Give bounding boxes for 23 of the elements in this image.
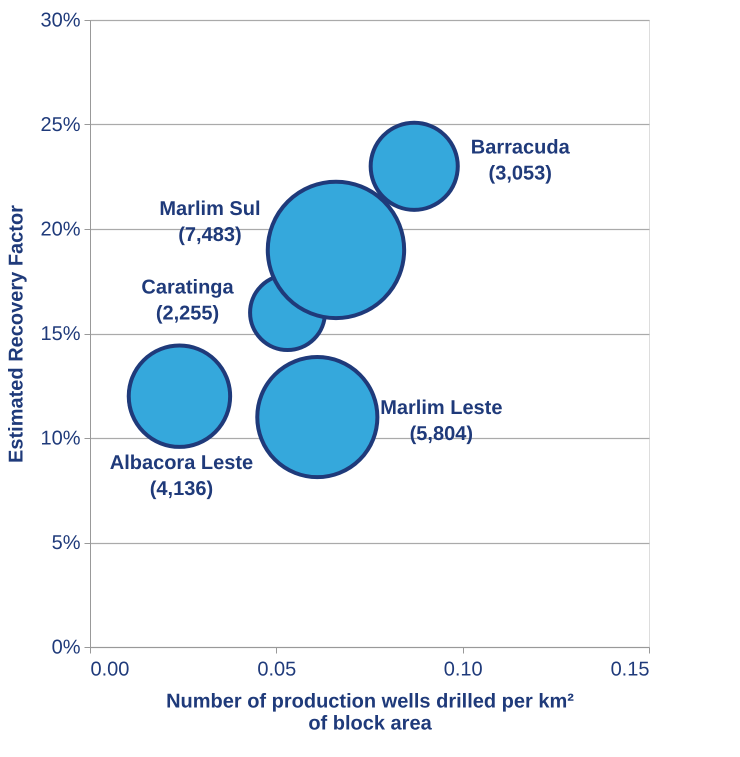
x-tick-label: 0.00: [90, 658, 130, 680]
series-label: Albacora Leste: [110, 452, 254, 474]
data-label: (7,483): [178, 224, 242, 246]
y-tick-label: 25%: [40, 114, 81, 136]
x-axis-title: Number of production wells drilled per km² of block area: [166, 690, 574, 734]
y-axis-title: Estimated Recovery Factor: [5, 204, 28, 463]
y-tick-label: 5%: [52, 532, 81, 554]
series-label: Barracuda: [470, 136, 571, 158]
x-tick-label: 0.10: [444, 658, 483, 680]
series-label: Marlim Leste: [380, 397, 502, 420]
y-tick-label: 15%: [40, 323, 81, 345]
data-label: (4,136): [150, 478, 214, 500]
data-label: (5,804): [410, 423, 474, 446]
y-tick-label: 0%: [52, 636, 81, 658]
series-label: Marlim Sul: [159, 198, 261, 220]
y-tick-label: 10%: [40, 428, 81, 450]
data-label: (2,255): [156, 302, 220, 325]
series-label: Caratinga: [141, 276, 235, 299]
data-label: (3,053): [488, 162, 552, 184]
x-tick-label: 0.15: [610, 658, 650, 680]
x-tick-label: 0.05: [257, 658, 296, 680]
y-tick-label: 20%: [40, 218, 81, 240]
y-tick-label: 30%: [40, 10, 81, 32]
